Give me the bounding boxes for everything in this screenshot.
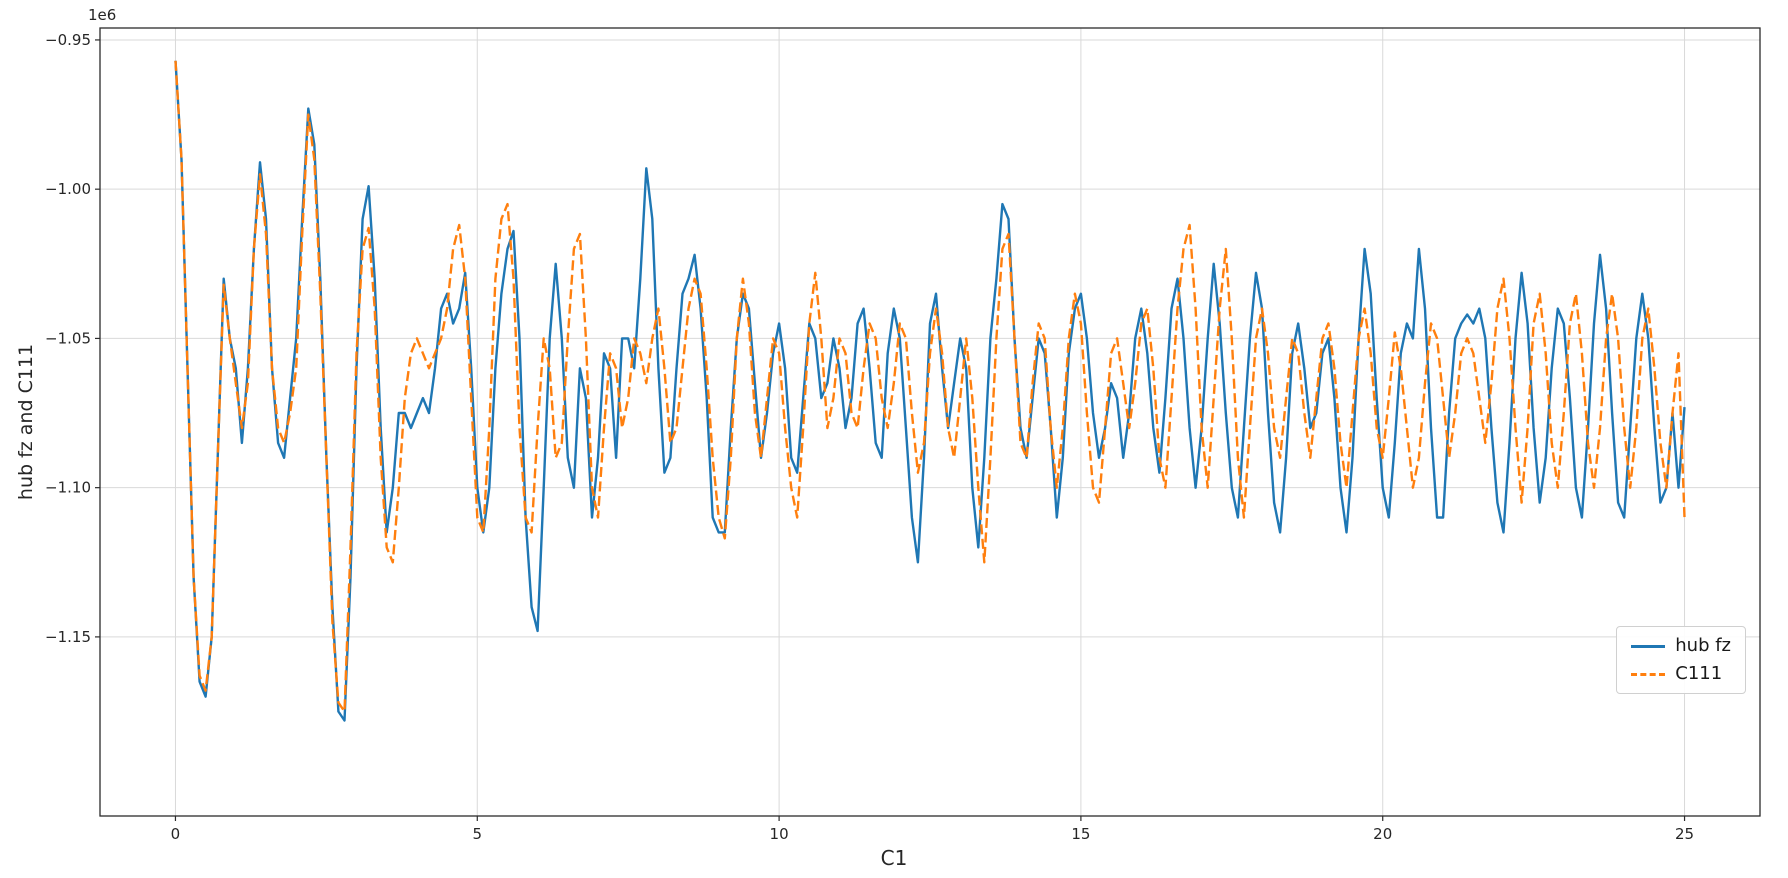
x-tick-label: 15 <box>1071 825 1090 843</box>
x-tick-label: 20 <box>1373 825 1392 843</box>
axes-spines <box>99 27 1761 817</box>
x-tick-label: 0 <box>171 825 181 843</box>
x-axis-title: C1 <box>880 846 908 870</box>
y-axis-offset-label: 1e6 <box>88 6 117 24</box>
legend-item-label: C111 <box>1675 663 1723 684</box>
legend-item-c111: C111 <box>1631 665 1731 683</box>
y-tick-label: −1.10 <box>45 479 91 497</box>
legend-line-sample-solid <box>1631 644 1666 648</box>
y-tick-label: −1.05 <box>45 329 91 347</box>
x-tick-label: 5 <box>472 825 482 843</box>
y-tick-label: −1.15 <box>45 628 91 646</box>
x-tick-label: 10 <box>770 825 789 843</box>
legend-item-label: hub fz <box>1675 635 1731 656</box>
series-line-hub-fz <box>174 60 1686 722</box>
y-tick-label: −0.95 <box>45 31 91 49</box>
y-axis-title: hub fz and C111 <box>15 343 37 501</box>
series-line-c111 <box>174 60 1686 713</box>
legend-line-sample-dashed <box>1631 672 1666 676</box>
legend-item-hub-fz: hub fz <box>1631 637 1731 655</box>
x-tick-label: 25 <box>1675 825 1694 843</box>
y-tick-label: −1.00 <box>45 180 91 198</box>
legend: hub fz C111 <box>1616 626 1746 694</box>
